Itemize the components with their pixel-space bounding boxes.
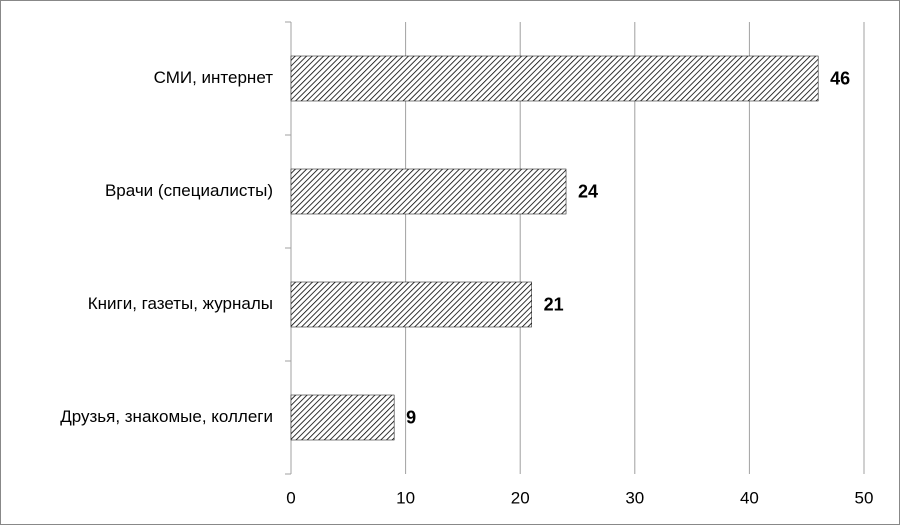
- value-label: 46: [830, 68, 850, 88]
- bar: [290, 55, 819, 102]
- bar: [290, 394, 395, 441]
- bar: [290, 168, 567, 215]
- y-tick-label: Книги, газеты, журналы: [88, 294, 273, 313]
- value-label: 21: [544, 294, 564, 314]
- x-tick-label: 0: [286, 488, 295, 507]
- value-label: 24: [578, 181, 598, 201]
- x-tick-label: 30: [625, 488, 644, 507]
- y-tick-label: Друзья, знакомые, коллеги: [60, 407, 273, 426]
- x-tick-label: 40: [740, 488, 759, 507]
- x-tick-label: 10: [396, 488, 415, 507]
- bar: [290, 281, 532, 328]
- value-label: 9: [406, 407, 416, 427]
- x-tick-label: 50: [855, 488, 874, 507]
- x-tick-label: 20: [511, 488, 530, 507]
- y-tick-label: СМИ, интернет: [154, 68, 274, 87]
- y-tick-label: Врачи (специалисты): [105, 181, 273, 200]
